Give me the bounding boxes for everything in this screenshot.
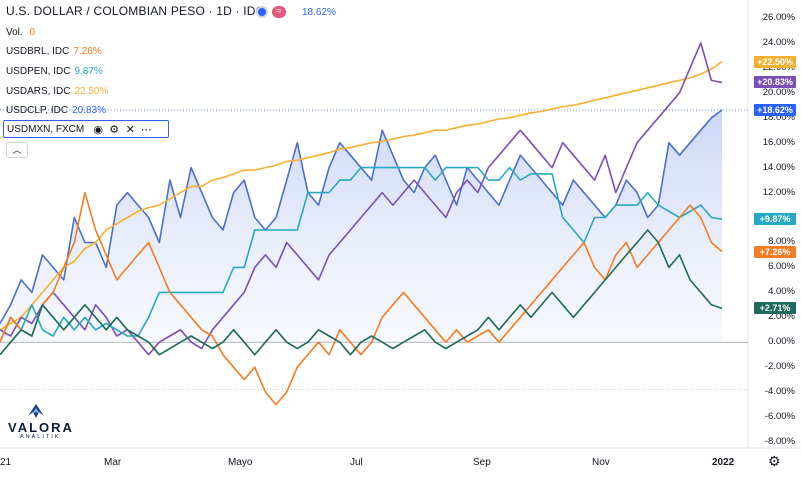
volume-label: Vol. bbox=[6, 27, 23, 38]
wave-icon[interactable]: ≈ bbox=[272, 6, 286, 18]
legend-item-label: USDPEN, IDC bbox=[6, 66, 71, 77]
y-tick-label: 24.00% bbox=[762, 36, 795, 48]
y-tick-label: 26.00% bbox=[762, 12, 795, 23]
close-icon[interactable]: ✕ bbox=[125, 123, 135, 136]
legend-item-value: 9.87% bbox=[74, 66, 103, 77]
header-badges[interactable]: ≈ bbox=[256, 6, 286, 18]
legend-item[interactable]: USDARS, IDC 22.50% bbox=[6, 86, 108, 97]
y-tick-label: 12.00% bbox=[762, 186, 795, 198]
series-tag-usdcop: +18.62% bbox=[754, 104, 796, 117]
chart-settings-gear-icon[interactable]: ⚙ bbox=[768, 453, 781, 469]
series-tag-usdclp: +20.83% bbox=[754, 76, 796, 89]
y-tick-label: 6.00% bbox=[768, 261, 795, 273]
x-tick-label: Mayo bbox=[228, 457, 253, 468]
y-tick-label: 16.00% bbox=[762, 136, 795, 148]
valora-logo-icon bbox=[28, 404, 44, 418]
series-tag-usdpen: +9.87% bbox=[754, 213, 796, 226]
gear-icon[interactable]: ⚙ bbox=[109, 123, 120, 136]
y-tick-label: -2.00% bbox=[764, 361, 795, 373]
chart-title: U.S. DOLLAR / COLOMBIAN PESO · 1D · IDC bbox=[6, 4, 265, 18]
x-tick-label: Nov bbox=[592, 457, 610, 468]
header-change-value: 18.62% bbox=[302, 7, 336, 18]
x-tick-label: 2022 bbox=[712, 457, 735, 468]
series-line-usdmxn bbox=[0, 229, 723, 356]
x-tick-label: Mar bbox=[104, 457, 122, 468]
legend-item[interactable]: USDPEN, IDC 9.87% bbox=[6, 66, 103, 77]
legend-item-value: 22.50% bbox=[74, 86, 109, 97]
y-tick-label: 18.00% bbox=[762, 111, 795, 123]
series-line-usdbrl bbox=[0, 191, 723, 406]
more-icon[interactable]: ⋯ bbox=[140, 123, 152, 136]
legend-item-label: USDCLP, IDC bbox=[6, 105, 69, 116]
collapse-legend-button[interactable]: ︿ bbox=[6, 142, 28, 158]
series-toolbar-label: USDMXN, FXCM bbox=[7, 123, 85, 135]
series-line-usdpen bbox=[0, 166, 723, 343]
y-tick-label: 20.00% bbox=[762, 86, 795, 98]
volume-value: 0 bbox=[29, 27, 36, 38]
legend-item[interactable]: USDCLP, IDC 20.83% bbox=[6, 105, 106, 116]
x-tick-label: Jul bbox=[350, 457, 363, 468]
series-line-usdclp bbox=[0, 42, 723, 356]
y-tick-label: -8.00% bbox=[764, 436, 795, 447]
y-tick-label: 2.00% bbox=[768, 311, 795, 323]
legend-item-label: USDARS, IDC bbox=[6, 86, 71, 97]
series-toolbar[interactable]: USDMXN, FXCM ◉ ⚙ ✕ ⋯ bbox=[3, 120, 169, 138]
series-tag-usdmxn: +2.71% bbox=[754, 302, 796, 315]
y-tick-label: 8.00% bbox=[768, 236, 795, 248]
series-tag-usdars: +22.50% bbox=[754, 55, 796, 68]
volume-legend: Vol. 0 bbox=[6, 27, 35, 38]
x-tick-label: Sep bbox=[473, 457, 491, 468]
y-tick-label: 4.00% bbox=[768, 286, 795, 298]
y-tick-label: -4.00% bbox=[764, 386, 795, 398]
legend-item-value: 20.83% bbox=[72, 105, 106, 116]
y-tick-label: 0.00% bbox=[768, 336, 795, 348]
legend-item-label: USDBRL, IDC bbox=[6, 46, 70, 57]
y-tick-label: -6.00% bbox=[764, 411, 795, 423]
series-tag-usdbrl: +7.26% bbox=[754, 245, 796, 258]
eye-icon[interactable]: ◉ bbox=[93, 123, 104, 136]
series-area-usdcop bbox=[0, 110, 722, 343]
legend-item[interactable]: USDBRL, IDC 7.26% bbox=[6, 46, 102, 57]
y-tick-label: 14.00% bbox=[762, 161, 795, 173]
symbol-dot-icon[interactable] bbox=[256, 6, 268, 18]
logo-name: VALORA bbox=[8, 420, 74, 435]
x-tick-label: 21 bbox=[0, 457, 12, 468]
series-line-usdars bbox=[0, 60, 723, 331]
legend-item-value: 7.26% bbox=[73, 46, 102, 57]
logo-sub: ANALITIK bbox=[20, 434, 61, 440]
